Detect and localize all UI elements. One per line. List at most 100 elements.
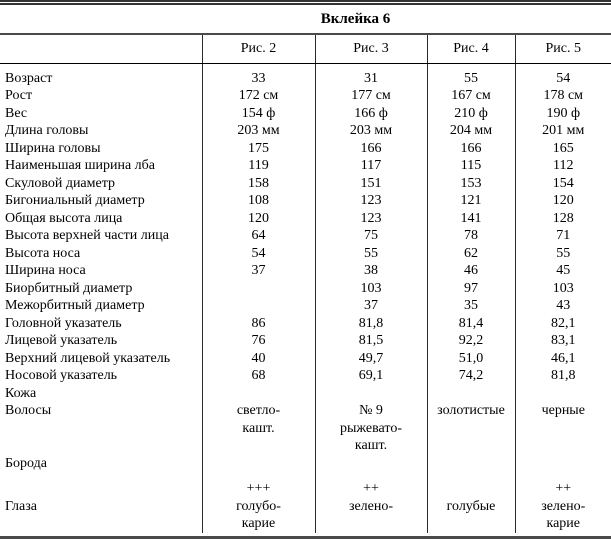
row-label: Вес: [5, 105, 28, 121]
table-row: Высота носа 54 55 62 55: [0, 244, 611, 262]
cell-value: 54: [514, 63, 611, 87]
cell-value: 203 мм: [314, 122, 427, 140]
cell-value: 51,0: [426, 349, 515, 367]
cell-value: 120: [201, 209, 315, 227]
row-label: Скуловой диаметр: [5, 175, 116, 191]
cell-value: 69,1: [314, 367, 427, 385]
cell-value: [201, 384, 315, 402]
row-label: Наименьшая ширина лба: [5, 158, 155, 173]
table-row: Верхний лицевой указатель 40 49,7 51,0 4…: [0, 349, 611, 367]
column-header-fig3: Рис. 3: [314, 35, 427, 64]
table-row: Скуловой диаметр 158 151 153 154: [0, 174, 611, 192]
cell-value: 175: [201, 139, 315, 157]
cell-value: ++: [514, 472, 611, 498]
cell-value: 154: [514, 174, 611, 192]
cell-value: 167 см: [426, 87, 515, 105]
row-label: Высота носа: [5, 245, 81, 261]
cell-value: 201 мм: [514, 122, 611, 140]
cell-value: 177 см: [314, 87, 427, 105]
cell-value: 120: [514, 192, 611, 210]
row-label: Кожа: [5, 385, 37, 401]
table-row: Возраст 33 31 55 54: [0, 63, 611, 87]
header-row: Рис. 2 Рис. 3 Рис. 4 Рис. 5: [0, 35, 611, 64]
table-row: +++ ++ ++: [0, 472, 611, 498]
cell-value: 76: [201, 332, 315, 350]
cell-value: 103: [314, 279, 427, 297]
row-label: Длина головы: [5, 123, 89, 138]
cell-value: 55: [426, 63, 515, 87]
row-label: Глаза: [5, 498, 37, 514]
cell-value: 153: [426, 174, 515, 192]
table-title: Вклейка 6: [320, 11, 391, 27]
cell-value: 38: [314, 262, 427, 280]
cell-value: 68: [201, 367, 315, 385]
table-row: Бигониальный диаметр 108 123 121 120: [0, 192, 611, 210]
row-label: Верхний лицевой указатель: [5, 350, 171, 366]
cell-value: зелено-: [314, 497, 427, 533]
column-header-fig5: Рис. 5: [514, 35, 611, 64]
cell-value: 62: [426, 244, 515, 262]
cell-value: голубо- карие: [201, 497, 315, 533]
cell-value: [426, 472, 515, 498]
table-row: Вес 154 ф 166 ф 210 ф 190 ф: [0, 104, 611, 122]
cell-value: [314, 454, 427, 472]
anthropometry-table: Рис. 2 Рис. 3 Рис. 4 Рис. 5 Возраст 33 3…: [0, 35, 611, 533]
cell-value: 178 см: [514, 87, 611, 105]
table-header: Рис. 2 Рис. 3 Рис. 4 Рис. 5: [0, 35, 611, 64]
table-row: Высота верхней части лица 64 75 78 71: [0, 227, 611, 245]
row-label: Головной указатель: [5, 315, 122, 331]
table-title-row: Вклейка 6: [0, 0, 611, 35]
row-label: Бигониальный диаметр: [5, 193, 145, 208]
row-label: Ширина головы: [5, 140, 101, 156]
cell-value: [514, 454, 611, 472]
column-header-fig4: Рис. 4: [426, 35, 515, 64]
cell-value: 97: [426, 279, 515, 297]
cell-value: 165: [514, 139, 611, 157]
cell-value: 55: [314, 244, 427, 262]
row-label: Высота верхней части лица: [5, 228, 169, 243]
table-row: Лицевой указатель 76 81,5 92,2 83,1: [0, 332, 611, 350]
table-row: Головной указатель 86 81,8 81,4 82,1: [0, 314, 611, 332]
cell-value: 123: [314, 209, 427, 227]
cell-value: 108: [201, 192, 315, 210]
cell-value: 166: [426, 139, 515, 157]
cell-value: черные: [514, 402, 611, 455]
cell-value: зелено- карие: [514, 497, 611, 533]
row-label: Рост: [5, 88, 33, 103]
cell-value: 121: [426, 192, 515, 210]
table-row: Длина головы 203 мм 203 мм 204 мм 201 мм: [0, 122, 611, 140]
cell-value: 128: [514, 209, 611, 227]
table-row: Общая высота лица 120 123 141 128: [0, 209, 611, 227]
cell-value: 112: [514, 157, 611, 175]
cell-value: 46,1: [514, 349, 611, 367]
row-label: [0, 472, 202, 498]
row-label: Межорбитный диаметр: [5, 298, 145, 313]
cell-value: 190 ф: [514, 104, 611, 122]
cell-value: золотистые: [426, 402, 515, 455]
table-row: Биорбитный диаметр 103 97 103: [0, 279, 611, 297]
cell-value: 81,4: [426, 314, 515, 332]
cell-value: [314, 384, 427, 402]
cell-value: 33: [201, 63, 315, 87]
table-row: Носовой указатель 68 69,1 74,2 81,8: [0, 367, 611, 385]
cell-value: 35: [426, 297, 515, 315]
table-row: Наименьшая ширина лба 119 117 115 112: [0, 157, 611, 175]
cell-value: голубые: [426, 497, 515, 533]
cell-value: 123: [314, 192, 427, 210]
table-row: Ширина головы 175 166 166 165: [0, 139, 611, 157]
cell-value: 83,1: [514, 332, 611, 350]
cell-value: 119: [201, 157, 315, 175]
table-row: Кожа: [0, 384, 611, 402]
cell-value: 154 ф: [201, 104, 315, 122]
row-label: Носовой указатель: [5, 368, 118, 383]
cell-value: 31: [314, 63, 427, 87]
row-label: Ширина носа: [5, 263, 86, 278]
cell-value: 54: [201, 244, 315, 262]
cell-value: [426, 454, 515, 472]
row-label: Борода: [5, 455, 47, 471]
cell-value: 166: [314, 139, 427, 157]
table-row: Межорбитный диаметр 37 35 43: [0, 297, 611, 315]
cell-value: 55: [514, 244, 611, 262]
cell-value: 74,2: [426, 367, 515, 385]
